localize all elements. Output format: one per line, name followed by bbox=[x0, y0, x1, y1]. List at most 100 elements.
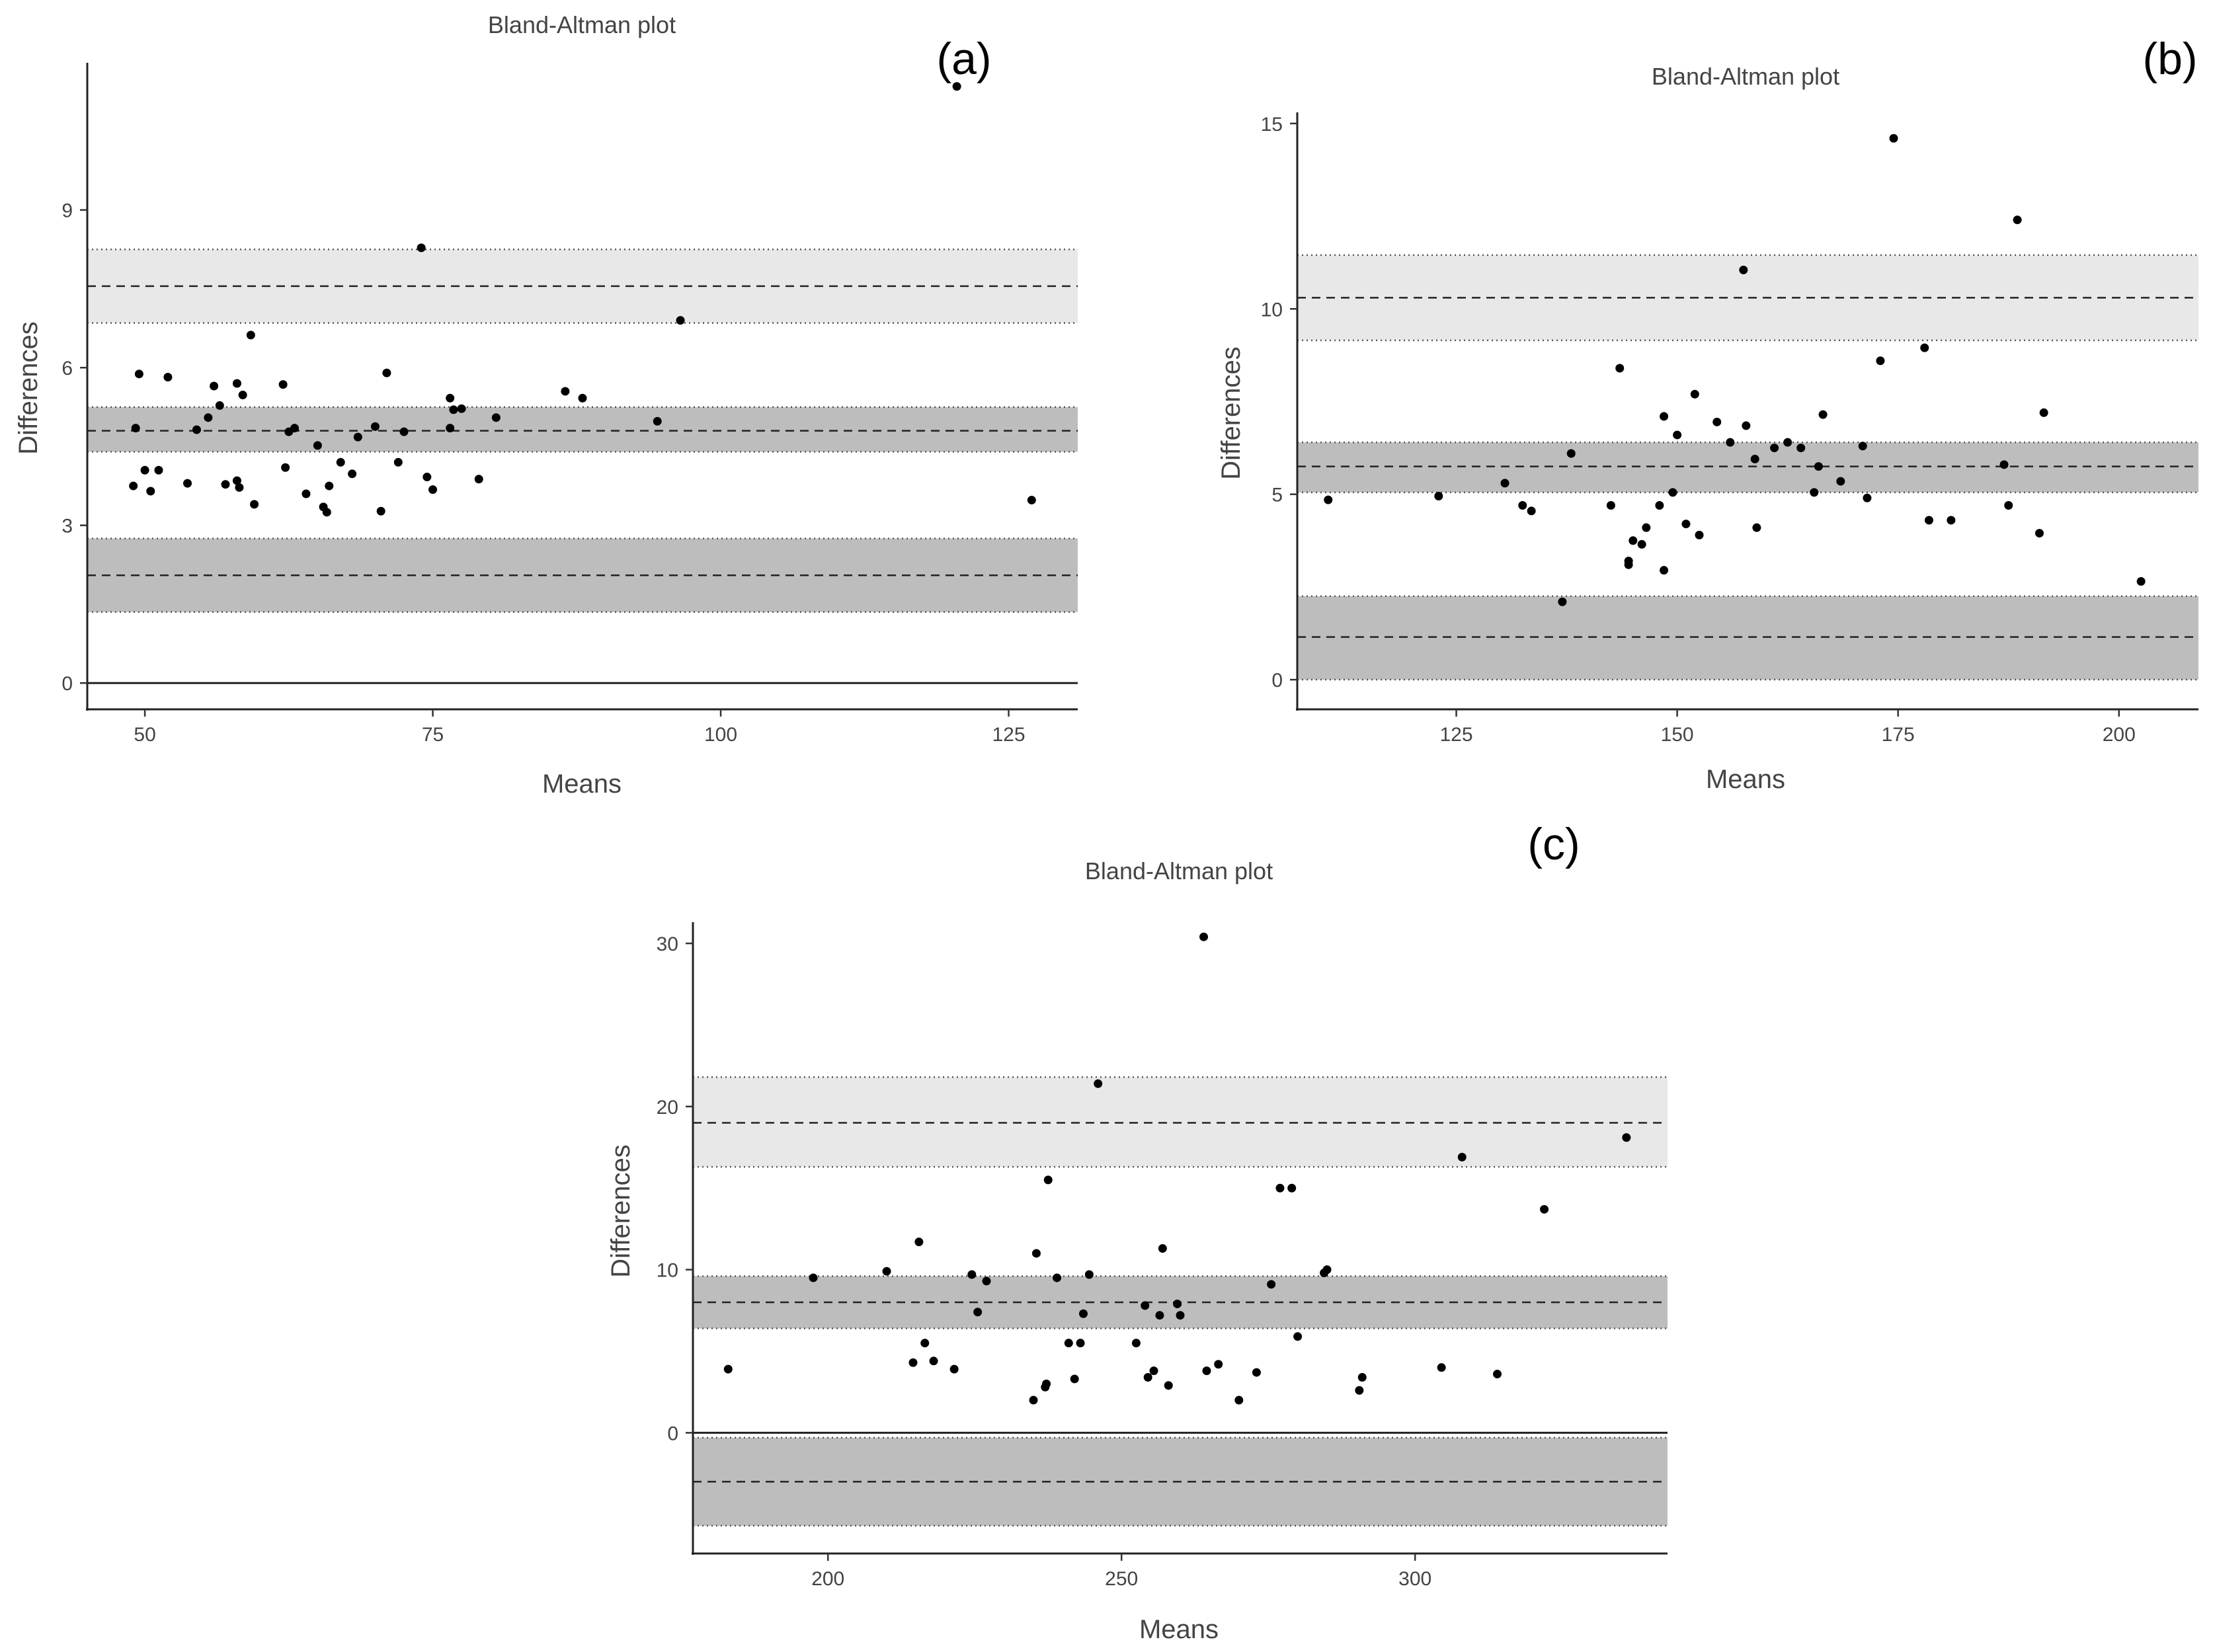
panel-a-point-8 bbox=[192, 425, 201, 434]
panel-c-label: (c) bbox=[1527, 819, 1580, 869]
panel-a-band-1-shade bbox=[87, 407, 1078, 452]
panel-c-y-tick-label-10: 10 bbox=[657, 1260, 678, 1282]
panel-a-x-axis-title: Means bbox=[542, 769, 622, 799]
panel-c-y-tick-label-20: 20 bbox=[657, 1097, 678, 1119]
panel-c-point-20 bbox=[1078, 1309, 1088, 1318]
panel-b-title: Bland-Altman plot bbox=[1652, 63, 1839, 90]
panel-c-point-40 bbox=[1293, 1332, 1303, 1341]
panel-a-point-15 bbox=[232, 476, 241, 485]
panel-a-x-tick-label-125: 125 bbox=[992, 724, 1025, 746]
panel-b-point-35 bbox=[1858, 442, 1867, 451]
panel-b-point-20 bbox=[1690, 389, 1699, 399]
panel-a-y-tick-label-9: 9 bbox=[61, 200, 73, 222]
panel-b-x-tick-label-175: 175 bbox=[1882, 724, 1915, 746]
panel-b-point-13 bbox=[1642, 523, 1651, 532]
panel-b-point-29 bbox=[1783, 438, 1792, 447]
panel-c-point-35 bbox=[1234, 1396, 1244, 1405]
panel-a-point-46 bbox=[578, 393, 587, 403]
panel-b-point-15 bbox=[1660, 412, 1669, 421]
panel-b-point-39 bbox=[1920, 343, 1929, 352]
panel-c-data-points bbox=[723, 932, 1631, 1405]
panel-c-point-29 bbox=[1164, 1381, 1173, 1390]
panel-b-point-34 bbox=[1836, 477, 1845, 486]
panel-b-x-tick-label-150: 150 bbox=[1661, 724, 1694, 746]
panel-c-point-37 bbox=[1267, 1280, 1276, 1289]
panel-c-point-19 bbox=[1076, 1339, 1085, 1348]
panel-c-point-11 bbox=[1029, 1396, 1038, 1405]
panel-c-point-22 bbox=[1094, 1079, 1103, 1088]
panel-c-x-tick-label-300: 300 bbox=[1398, 1568, 1431, 1590]
panel-c-point-44 bbox=[1357, 1372, 1367, 1382]
panel-c-point-5 bbox=[920, 1339, 930, 1348]
panel-c-x-tick-label-250: 250 bbox=[1105, 1568, 1138, 1590]
panel-a-point-1 bbox=[134, 370, 143, 379]
panel-a-point-44 bbox=[491, 413, 501, 422]
panel-b-point-40 bbox=[1924, 516, 1933, 525]
panel-b-point-11 bbox=[1629, 536, 1638, 545]
panel-b-point-42 bbox=[1999, 460, 2009, 469]
panel-a-point-31 bbox=[370, 422, 380, 431]
panel-c-y-tick-label-30: 30 bbox=[657, 933, 678, 955]
panel-a-x-tick-label-100: 100 bbox=[704, 724, 737, 746]
panel-c-point-46 bbox=[1457, 1152, 1467, 1161]
panel-b-point-12 bbox=[1637, 539, 1646, 549]
panel-c-point-38 bbox=[1275, 1183, 1285, 1193]
panel-a-point-13 bbox=[232, 379, 241, 388]
panel-c-point-49 bbox=[1622, 1133, 1631, 1142]
panel-a-point-11 bbox=[215, 401, 224, 410]
panel-a-title: Bland-Altman plot bbox=[488, 11, 676, 38]
panel-b-point-41 bbox=[1947, 516, 1956, 525]
panel-c-point-25 bbox=[1143, 1372, 1152, 1382]
panel-c-point-32 bbox=[1199, 932, 1209, 941]
panel-a-point-39 bbox=[446, 424, 455, 433]
panel-b-point-33 bbox=[1818, 410, 1828, 419]
panel-a-point-0 bbox=[129, 481, 138, 491]
panel-a-point-9 bbox=[204, 413, 213, 422]
panel-a-point-18 bbox=[250, 500, 259, 509]
panel-c-point-10 bbox=[982, 1277, 991, 1286]
panel-b-agreement-bands bbox=[1297, 254, 2198, 681]
panel-b-point-23 bbox=[1726, 438, 1735, 447]
panel-a-point-7 bbox=[183, 479, 192, 488]
panel-b-axes: 0 5 10 15 125 150 175 200 bbox=[1261, 112, 2198, 746]
panel-a-point-35 bbox=[399, 427, 409, 436]
panel-a-point-32 bbox=[376, 506, 385, 516]
panel-a-y-tick-label-6: 6 bbox=[61, 358, 73, 379]
panel-c-y-tick-label-0: 0 bbox=[667, 1423, 678, 1444]
panel-c-point-15 bbox=[1043, 1175, 1053, 1185]
panel-c-point-24 bbox=[1141, 1301, 1150, 1310]
panel-b-point-0 bbox=[1324, 495, 1333, 504]
panel-a-point-33 bbox=[382, 368, 391, 377]
panel-b-point-16 bbox=[1660, 566, 1669, 575]
panel-a-point-16 bbox=[238, 391, 247, 400]
panel-a-point-48 bbox=[676, 316, 685, 325]
panel-c-point-2 bbox=[882, 1267, 891, 1276]
panel-a-point-23 bbox=[302, 489, 311, 498]
panel-b-point-1 bbox=[1434, 492, 1443, 500]
panel-b-point-25 bbox=[1742, 421, 1751, 430]
panel-c-point-8 bbox=[967, 1270, 977, 1279]
panel-c-point-23 bbox=[1131, 1339, 1141, 1348]
panel-c-title: Bland-Altman plot bbox=[1085, 857, 1273, 885]
panel-b-bland-altman-plot: Bland-Altman plot (b) 0 5 10 15 125 150 175 200… bbox=[1217, 34, 2198, 794]
panel-b-point-46 bbox=[2039, 408, 2048, 417]
panel-b-y-axis-title: Differences bbox=[1217, 346, 1246, 480]
panel-a-point-40 bbox=[449, 405, 458, 414]
panel-a-point-29 bbox=[348, 469, 357, 479]
panel-b-label: (b) bbox=[2142, 34, 2197, 84]
panel-c-point-36 bbox=[1252, 1368, 1261, 1377]
panel-c-x-tick-label-200: 200 bbox=[811, 1568, 844, 1590]
panel-b-point-6 bbox=[1566, 449, 1576, 458]
panel-a-point-47 bbox=[653, 416, 662, 426]
panel-a-point-20 bbox=[281, 463, 290, 472]
panel-c-point-43 bbox=[1355, 1386, 1364, 1395]
panel-c-point-21 bbox=[1084, 1270, 1094, 1279]
panel-c-point-7 bbox=[949, 1364, 959, 1374]
panel-c-point-39 bbox=[1287, 1183, 1297, 1193]
panel-c-point-6 bbox=[929, 1357, 938, 1366]
panel-a-point-45 bbox=[561, 387, 570, 396]
panel-c-axes: 0 10 20 30 200 250 300 bbox=[657, 922, 1668, 1590]
panel-a-point-26 bbox=[322, 508, 331, 517]
panel-c-point-48 bbox=[1540, 1204, 1549, 1214]
panel-b-point-30 bbox=[1796, 444, 1806, 453]
